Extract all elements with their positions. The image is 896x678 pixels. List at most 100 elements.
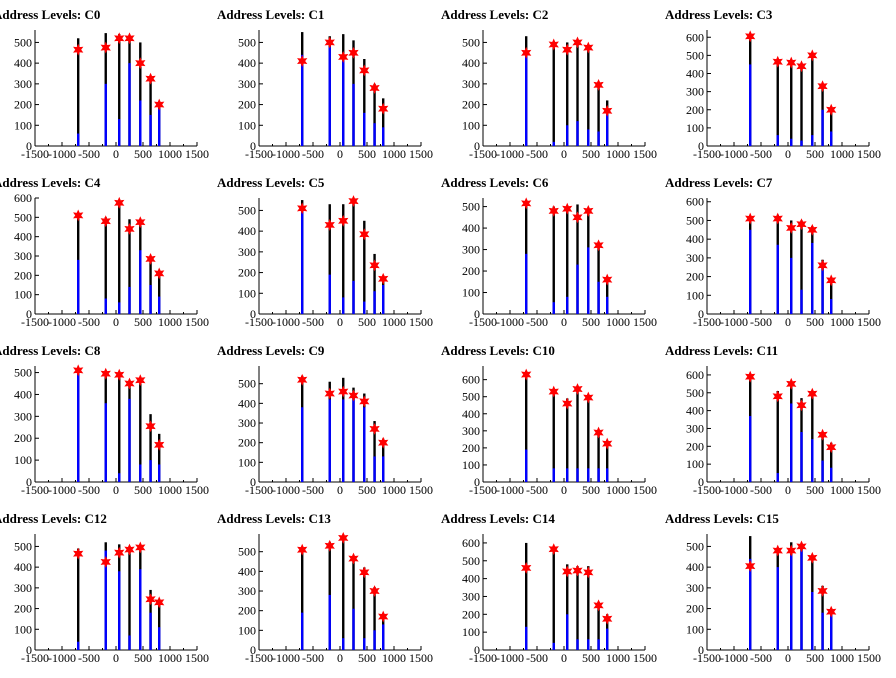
y-tick-label: 0 bbox=[250, 139, 256, 153]
y-tick-label: 500 bbox=[686, 386, 704, 400]
x-tick-label: -1000 bbox=[720, 147, 748, 161]
bar-blue bbox=[328, 46, 331, 147]
y-tick-label: 0 bbox=[250, 643, 256, 657]
y-tick-label: 0 bbox=[250, 475, 256, 489]
peak-marker bbox=[359, 395, 370, 408]
y-tick-label: 200 bbox=[238, 436, 256, 450]
y-tick-label: 500 bbox=[462, 35, 480, 49]
bar-black bbox=[77, 548, 80, 650]
panel-title: Address Levels: C6 bbox=[441, 175, 549, 190]
histogram-panel-c10: Address Levels: C10 -1500 -1000 -500 0 500 100… bbox=[441, 343, 657, 497]
bar-blue bbox=[811, 242, 814, 314]
bar-black bbox=[525, 542, 528, 650]
bar-blue bbox=[587, 639, 590, 650]
bar-blue bbox=[104, 403, 107, 482]
peak-marker bbox=[297, 55, 308, 68]
peak-marker bbox=[562, 202, 573, 215]
bar-blue bbox=[576, 264, 579, 314]
peak-marker bbox=[826, 605, 837, 618]
bar-blue bbox=[821, 612, 824, 650]
y-tick-label: 400 bbox=[686, 67, 704, 81]
y-tick-label: 400 bbox=[238, 564, 256, 578]
peak-marker bbox=[593, 78, 604, 91]
histogram-panel-c13: Address Levels: C13 -1500 -1000 -500 0 500 100… bbox=[217, 511, 433, 665]
x-tick-label: -500 bbox=[526, 483, 548, 497]
bar-black bbox=[576, 40, 579, 146]
bar-black bbox=[552, 42, 555, 146]
y-tick-label: 500 bbox=[462, 554, 480, 568]
bar-blue bbox=[352, 395, 355, 482]
y-tick-label: 0 bbox=[698, 139, 704, 153]
panel-title: Address Levels: C11 bbox=[665, 343, 778, 358]
peak-marker bbox=[100, 556, 111, 568]
bar-blue bbox=[552, 468, 555, 482]
peak-marker bbox=[369, 585, 380, 597]
bar-blue bbox=[821, 265, 824, 314]
bar-black bbox=[576, 566, 579, 650]
histogram-panel-c1: Address Levels: C1-1500 -1000 -500 0 500 1000… bbox=[217, 7, 433, 161]
bar-blue bbox=[576, 468, 579, 482]
x-tick-label: 1000 bbox=[158, 651, 182, 665]
bar-black bbox=[811, 53, 814, 146]
bar-blue bbox=[139, 569, 142, 650]
y-tick-label: 400 bbox=[686, 560, 704, 574]
y-tick-label: 500 bbox=[238, 203, 256, 217]
x-tick-label: -1500 bbox=[469, 483, 497, 497]
bar-blue bbox=[749, 558, 752, 650]
x-tick-label: 0 bbox=[561, 147, 567, 161]
x-tick-label: 500 bbox=[358, 651, 376, 665]
y-tick-label: 600 bbox=[686, 195, 704, 209]
bar-blue bbox=[342, 56, 345, 146]
y-tick-label: 300 bbox=[238, 584, 256, 598]
x-tick-label: -1500 bbox=[469, 147, 497, 161]
x-tick-label: -1000 bbox=[496, 147, 524, 161]
bar-blue bbox=[800, 289, 803, 314]
bar-blue bbox=[363, 638, 366, 650]
peak-marker bbox=[135, 216, 146, 229]
bar-black bbox=[373, 253, 376, 314]
y-tick-label: 400 bbox=[462, 572, 480, 586]
y-tick-label: 100 bbox=[686, 457, 704, 471]
bar-black bbox=[830, 442, 833, 482]
bar-black bbox=[597, 601, 600, 650]
x-tick-label: 500 bbox=[582, 483, 600, 497]
peak-marker bbox=[772, 390, 783, 403]
y-tick-label: 400 bbox=[14, 387, 32, 401]
peak-marker bbox=[378, 102, 389, 115]
y-tick-label: 400 bbox=[462, 407, 480, 421]
peak-marker bbox=[324, 539, 335, 552]
bar-blue bbox=[301, 210, 304, 314]
bar-blue bbox=[597, 281, 600, 314]
bar-black bbox=[158, 271, 161, 314]
panel-title: Address Levels: C14 bbox=[441, 511, 555, 526]
bar-blue bbox=[77, 372, 80, 482]
y-tick-label: 300 bbox=[14, 581, 32, 595]
x-tick-label: 0 bbox=[337, 315, 343, 329]
peak-marker bbox=[807, 551, 818, 564]
y-tick-label: 400 bbox=[686, 232, 704, 246]
peak-marker bbox=[572, 36, 583, 49]
bar-blue bbox=[576, 121, 579, 146]
peak-marker bbox=[572, 211, 583, 224]
y-tick-label: 300 bbox=[14, 77, 32, 91]
x-tick-label: -1500 bbox=[469, 315, 497, 329]
peak-marker bbox=[745, 30, 756, 43]
peak-marker bbox=[593, 239, 604, 252]
y-tick-label: 100 bbox=[686, 288, 704, 302]
peak-marker bbox=[114, 368, 125, 381]
bar-blue bbox=[158, 464, 161, 482]
peak-marker bbox=[786, 56, 797, 69]
y-tick-label: 0 bbox=[474, 139, 480, 153]
x-tick-label: -1000 bbox=[496, 483, 524, 497]
peak-marker bbox=[73, 43, 84, 56]
x-tick-label: 1000 bbox=[830, 651, 854, 665]
y-tick-label: 300 bbox=[686, 421, 704, 435]
x-tick-label: 1000 bbox=[158, 315, 182, 329]
x-tick-label: 500 bbox=[806, 483, 824, 497]
x-tick-label: -1500 bbox=[245, 315, 273, 329]
peak-marker bbox=[324, 218, 335, 231]
bar-blue bbox=[606, 108, 609, 146]
y-tick-label: 200 bbox=[14, 268, 32, 282]
peak-marker bbox=[145, 72, 156, 85]
